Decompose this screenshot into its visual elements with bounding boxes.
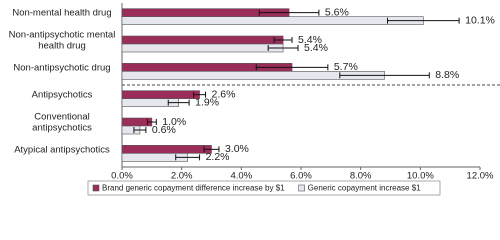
y-tick-label: Antipsychotics xyxy=(32,89,93,100)
legend-label: Brand generic copayment difference incre… xyxy=(102,184,285,193)
legend: Brand generic copayment difference incre… xyxy=(87,180,441,196)
error-bar xyxy=(167,99,190,106)
value-label: 5.4% xyxy=(298,34,322,46)
value-label: 1.0% xyxy=(162,116,186,128)
value-label: 3.0% xyxy=(225,143,249,155)
error-bar xyxy=(267,45,299,51)
x-tick-label: 4.0% xyxy=(231,171,253,182)
legend-swatch xyxy=(92,184,100,192)
value-label: 8.8% xyxy=(435,69,459,81)
value-label: 10.1% xyxy=(465,14,495,26)
y-tick-label: Atypical antipsychotics xyxy=(14,144,110,155)
x-tick-label: 8.0% xyxy=(350,171,372,182)
legend-label: Generic copayment increase $1 xyxy=(308,184,422,193)
value-label: 5.4% xyxy=(304,42,328,54)
error-bar xyxy=(203,146,220,153)
bar xyxy=(121,16,424,25)
bar xyxy=(121,145,212,154)
legend-box xyxy=(87,180,441,196)
x-tick-label: 6.0% xyxy=(290,171,312,182)
value-label: 5.6% xyxy=(325,6,349,18)
value-label: 2.2% xyxy=(206,151,230,163)
x-tick-label: 12.0% xyxy=(467,171,494,182)
value-label: 1.9% xyxy=(195,96,219,108)
value-label: 2.6% xyxy=(212,88,236,100)
value-label: 0.6% xyxy=(152,124,176,136)
chart: 0.0% 2.0% 4.0% 6.0% 8.0% 10.0% 12.0% Non-mental… xyxy=(9,3,500,196)
bar xyxy=(121,90,200,99)
y-tick-label: Conventional antipsychotics xyxy=(32,111,92,133)
legend-swatch xyxy=(298,184,305,192)
y-tick-label: Non-mental health drug xyxy=(12,7,111,18)
error-bar xyxy=(146,119,157,125)
x-tick-label: 0.0% xyxy=(111,171,133,182)
error-bar xyxy=(175,154,201,161)
error-bar xyxy=(193,91,207,98)
error-bar xyxy=(258,9,320,16)
error-bar xyxy=(387,17,460,24)
y-tick-label: Non-antipsychotic mental health drug xyxy=(9,29,116,51)
error-bar xyxy=(273,37,293,43)
x-tick-label: 10.0% xyxy=(407,171,434,182)
x-tick-label: 2.0% xyxy=(171,171,193,182)
y-tick-label: Non-antipsychotic drug xyxy=(13,62,110,73)
error-bar xyxy=(339,72,430,79)
value-label: 5.7% xyxy=(334,61,358,73)
bar xyxy=(121,43,284,53)
error-bar xyxy=(133,127,147,133)
error-bar xyxy=(255,64,329,71)
bar xyxy=(121,35,284,45)
